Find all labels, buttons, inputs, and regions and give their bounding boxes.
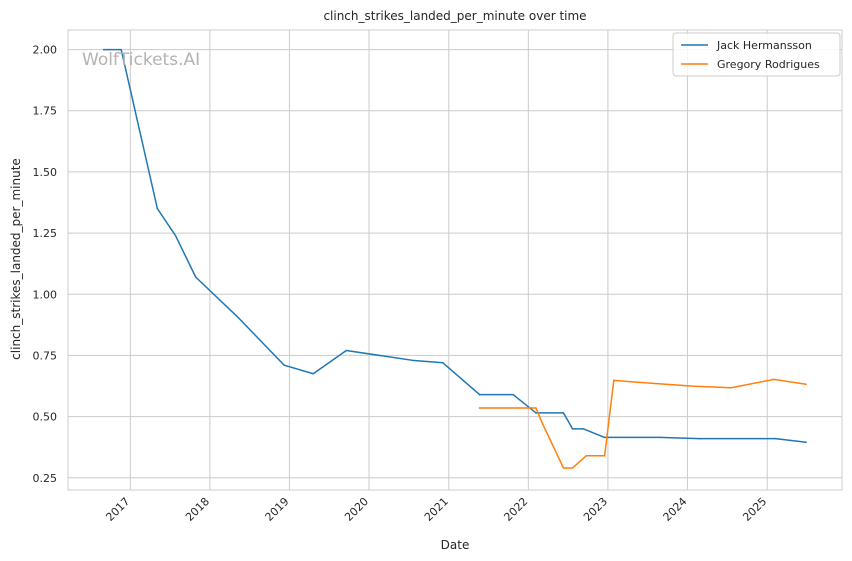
series-line-jack-hermansson: [103, 48, 807, 444]
data-point-jack-hermansson: [283, 364, 285, 366]
data-point-gregory-rodrigues: [654, 382, 656, 385]
y-tick-label: 1.25: [33, 227, 58, 240]
y-tick-label: 0.50: [33, 411, 58, 424]
data-point-jack-hermansson: [582, 428, 585, 430]
x-tick-label: 2020: [342, 495, 371, 524]
data-point-gregory-rodrigues: [478, 407, 481, 409]
series-lines: [102, 48, 807, 469]
data-point-jack-hermansson: [603, 436, 606, 439]
data-point-gregory-rodrigues: [535, 407, 537, 409]
series-line-gregory-rodrigues: [478, 378, 807, 469]
data-point-gregory-rodrigues: [613, 379, 615, 382]
data-point-jack-hermansson: [236, 315, 238, 318]
data-point-jack-hermansson: [120, 48, 122, 51]
data-point-jack-hermansson: [174, 234, 177, 237]
x-tick-label: 2022: [501, 495, 530, 524]
data-point-jack-hermansson: [562, 412, 565, 414]
data-point-jack-hermansson: [345, 349, 348, 352]
x-tick-label: 2019: [263, 495, 292, 524]
data-point-jack-hermansson: [512, 393, 514, 396]
x-axis-label: Date: [441, 538, 470, 552]
y-tick-label: 0.25: [33, 472, 58, 485]
y-tick-label: 1.50: [33, 166, 58, 179]
data-point-jack-hermansson: [805, 441, 807, 444]
x-tick-label: 2017: [103, 495, 132, 524]
legend: Jack Hermansson Gregory Rodrigues: [672, 32, 841, 77]
x-tick-label: 2023: [581, 495, 610, 524]
grid-lines: [67, 29, 843, 491]
plot-area: [67, 29, 843, 491]
y-tick-label: 0.75: [33, 349, 58, 362]
legend-label-gregory-rodrigues: Gregory Rodrigues: [717, 58, 820, 71]
data-point-gregory-rodrigues: [585, 454, 588, 457]
data-point-jack-hermansson: [102, 48, 105, 51]
data-point-gregory-rodrigues: [730, 386, 733, 389]
legend-box: [672, 32, 841, 77]
x-tick-label: 2021: [422, 495, 451, 524]
x-tick-label: 2018: [183, 495, 212, 524]
data-point-jack-hermansson: [312, 373, 314, 375]
x-tick-label: 2024: [661, 495, 690, 524]
data-point-gregory-rodrigues: [516, 407, 519, 409]
data-point-jack-hermansson: [571, 428, 574, 430]
y-tick-label: 1.75: [33, 105, 58, 118]
data-point-jack-hermansson: [658, 436, 661, 439]
data-point-gregory-rodrigues: [773, 378, 775, 381]
chart-title: clinch_strikes_landed_per_minute over ti…: [323, 9, 586, 23]
data-point-gregory-rodrigues: [562, 467, 565, 469]
data-point-jack-hermansson: [535, 412, 537, 414]
data-point-gregory-rodrigues: [603, 454, 606, 457]
data-point-jack-hermansson: [478, 393, 481, 396]
y-axis-label: clinch_strikes_landed_per_minute: [9, 158, 23, 360]
legend-label-jack-hermansson: Jack Hermansson: [716, 39, 812, 52]
data-point-jack-hermansson: [698, 437, 700, 440]
data-point-gregory-rodrigues: [541, 421, 543, 424]
x-tick-label: 2025: [740, 495, 769, 524]
y-tick-label: 1.00: [33, 288, 58, 301]
y-tick-label: 2.00: [33, 44, 58, 57]
data-point-jack-hermansson: [194, 276, 197, 278]
data-point-gregory-rodrigues: [693, 385, 695, 388]
data-point-jack-hermansson: [156, 207, 159, 210]
data-point-jack-hermansson: [442, 362, 444, 364]
watermark-text: WolfTickets.AI: [82, 50, 200, 70]
data-point-gregory-rodrigues: [571, 467, 574, 469]
data-point-gregory-rodrigues: [805, 383, 807, 386]
data-point-jack-hermansson: [411, 359, 414, 362]
data-point-jack-hermansson: [774, 437, 777, 440]
